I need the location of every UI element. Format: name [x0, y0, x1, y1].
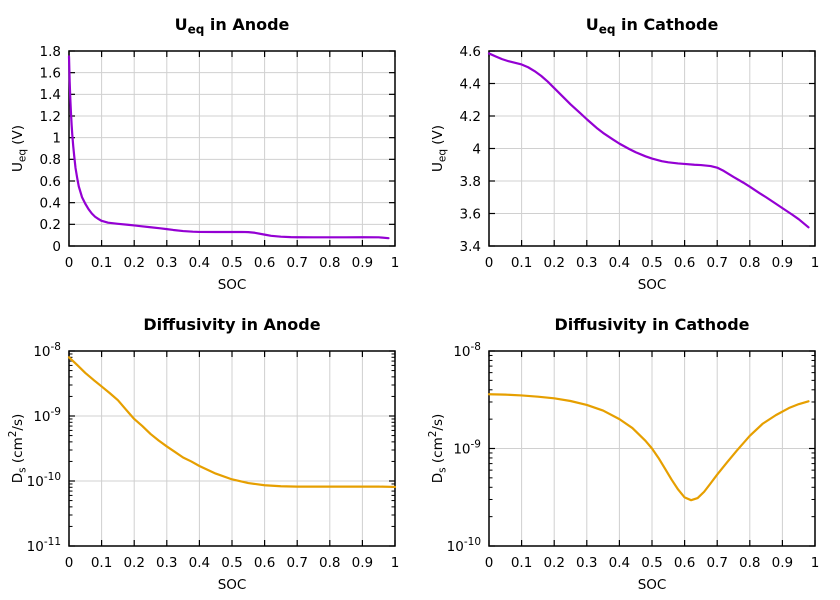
- x-tick-label: 0.1: [91, 555, 112, 571]
- y-tick-label: 3.8: [460, 174, 481, 190]
- x-tick-label: 0.8: [319, 555, 340, 571]
- diffusivity-anode-plot: 0 0.1 0.2 0.3 0.4 0.5 0.6 0.7 0.8 0.9 1 10-11 10-10 1…: [7, 315, 400, 593]
- chart-title: Ueq in Cathode: [586, 15, 719, 37]
- x-tick-label: 1: [391, 555, 400, 571]
- x-axis-label: SOC: [638, 577, 667, 593]
- x-tick-label: 0.4: [609, 255, 630, 271]
- y-tick-label: 4.2: [460, 109, 481, 125]
- chart-title: Diffusivity in Anode: [143, 315, 320, 334]
- y-tick-label: 1.8: [40, 44, 61, 60]
- x-tick-label: 0.2: [123, 555, 144, 571]
- y-tick-label: 0: [52, 239, 61, 255]
- ueq-cathode-plot: 0 0.1 0.2 0.3 0.4 0.5 0.6 0.7 0.8 0.9 1 3.4 3.6 3.8 4 4…: [430, 15, 820, 293]
- chart-diffusivity-anode: 0 0.1 0.2 0.3 0.4 0.5 0.6 0.7 0.8 0.9 1 10-11 10-10 1…: [0, 300, 420, 600]
- x-tick-label: 0.7: [286, 555, 307, 571]
- x-axis-label: SOC: [638, 277, 667, 293]
- data-curve: [67, 55, 390, 240]
- y-tick-label: 10-9: [33, 406, 61, 425]
- ueq-anode-plot: 0 0.1 0.2 0.3 0.4 0.5 0.6 0.7 0.8 0.9 1 0 0.2 0.4 0.6 0…: [10, 15, 400, 293]
- x-tick-label: 1: [811, 255, 820, 271]
- x-tick-label: 0.6: [254, 555, 275, 571]
- data-curve: [487, 393, 810, 502]
- y-tick-label: 4.6: [460, 44, 481, 60]
- x-tick-label: 0.6: [674, 555, 695, 571]
- x-tick-label: 0.9: [772, 555, 793, 571]
- y-tick-label: 10-8: [33, 341, 61, 360]
- x-tick-label: 0.7: [706, 555, 727, 571]
- x-tick-label: 0.5: [641, 555, 662, 571]
- x-tick-label: 1: [811, 555, 820, 571]
- x-tick-label: 0.1: [91, 255, 112, 271]
- x-tick-label: 1: [391, 255, 400, 271]
- y-tick-label: 1: [52, 130, 61, 146]
- x-tick-label: 0.9: [772, 255, 793, 271]
- x-tick-label: 0.6: [674, 255, 695, 271]
- data-curve: [67, 356, 397, 489]
- x-tick-label: 0.5: [221, 555, 242, 571]
- x-tick-label: 0.3: [156, 255, 177, 271]
- diffusivity-cathode-plot: 0 0.1 0.2 0.3 0.4 0.5 0.6 0.7 0.8 0.9 1 10-10 10-9 10…: [427, 315, 820, 593]
- y-tick-label: 0.4: [40, 195, 61, 211]
- x-tick-label: 0.2: [543, 555, 564, 571]
- chart-ueq-anode: 0 0.1 0.2 0.3 0.4 0.5 0.6 0.7 0.8 0.9 1 0 0.2 0.4 0.6 0…: [0, 0, 420, 300]
- y-axis-label: Ueq (V): [430, 125, 449, 172]
- y-tick-label: 1.2: [40, 109, 61, 125]
- chart-title: Ueq in Anode: [175, 15, 290, 37]
- x-tick-label: 0.2: [543, 255, 564, 271]
- x-tick-label: 0.8: [739, 555, 760, 571]
- x-tick-label: 0.7: [286, 255, 307, 271]
- data-curve: [487, 52, 810, 229]
- x-tick-label: 0.9: [352, 255, 373, 271]
- x-tick-label: 0.5: [221, 255, 242, 271]
- x-tick-label: 0.7: [706, 255, 727, 271]
- x-tick-label: 0.8: [319, 255, 340, 271]
- y-tick-label: 1.4: [40, 87, 61, 103]
- x-tick-label: 0: [485, 555, 494, 571]
- x-tick-label: 0.2: [123, 255, 144, 271]
- chart-diffusivity-cathode: 0 0.1 0.2 0.3 0.4 0.5 0.6 0.7 0.8 0.9 1 10-10 10-9 10…: [420, 300, 840, 600]
- y-tick-label: 0.6: [40, 174, 61, 190]
- x-tick-label: 0.1: [511, 255, 532, 271]
- y-axis-label: Ueq (V): [10, 125, 29, 172]
- x-tick-label: 0: [65, 255, 74, 271]
- x-axis-label: SOC: [218, 277, 247, 293]
- x-tick-label: 0: [65, 555, 74, 571]
- y-tick-label: 10-10: [27, 471, 61, 490]
- y-axis-label: Ds (cm2/s): [7, 414, 29, 484]
- x-tick-label: 0.3: [156, 555, 177, 571]
- x-tick-label: 0.5: [641, 255, 662, 271]
- y-axis-label: Ds (cm2/s): [427, 414, 449, 484]
- x-tick-label: 0.3: [576, 555, 597, 571]
- y-tick-label: 3.4: [460, 239, 481, 255]
- x-tick-label: 0: [485, 255, 494, 271]
- x-tick-label: 0.4: [189, 555, 210, 571]
- chart-title: Diffusivity in Cathode: [554, 315, 749, 334]
- y-tick-label: 10-11: [27, 536, 61, 555]
- y-tick-label: 10-8: [453, 341, 481, 360]
- x-tick-label: 0.4: [609, 555, 630, 571]
- y-tick-label: 0.8: [40, 152, 61, 168]
- y-tick-label: 10-10: [447, 536, 481, 555]
- x-tick-label: 0.1: [511, 555, 532, 571]
- x-tick-label: 0.9: [352, 555, 373, 571]
- y-tick-label: 3.6: [460, 206, 481, 222]
- y-tick-label: 4.4: [460, 76, 481, 92]
- y-tick-label: 10-9: [453, 438, 481, 457]
- x-tick-label: 0.8: [739, 255, 760, 271]
- y-tick-label: 4: [472, 141, 481, 157]
- y-tick-label: 1.6: [40, 65, 61, 81]
- x-tick-label: 0.3: [576, 255, 597, 271]
- x-tick-label: 0.4: [189, 255, 210, 271]
- y-tick-label: 0.2: [40, 217, 61, 233]
- x-axis-label: SOC: [218, 577, 247, 593]
- x-tick-label: 0.6: [254, 255, 275, 271]
- chart-ueq-cathode: 0 0.1 0.2 0.3 0.4 0.5 0.6 0.7 0.8 0.9 1 3.4 3.6 3.8 4 4…: [420, 0, 840, 300]
